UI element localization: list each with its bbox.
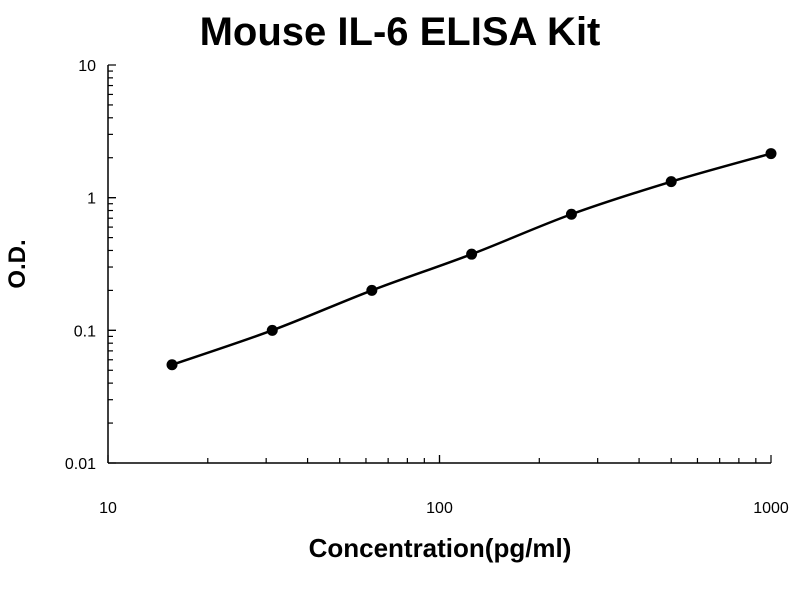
x-tick-label: 1000 [753,500,789,517]
y-tick-label: 0.01 [65,456,96,473]
x-tick-label: 100 [426,500,453,517]
y-tick-label: 0.1 [74,323,96,340]
y-tick-label: 1 [87,191,96,208]
data-point [166,359,178,371]
data-point [565,208,577,220]
series-layer [166,148,777,371]
data-point [366,284,378,296]
x-tick-label: 10 [99,500,117,517]
y-axis-label: O.D. [4,234,32,294]
tick-marks [107,64,772,464]
chart-title: Mouse IL-6 ELISA Kit [199,10,601,54]
axes [107,65,771,464]
data-point [466,248,478,260]
y-tick-label: 10 [78,58,96,75]
data-point [765,148,777,160]
data-point [665,176,677,188]
tick-labels: 10 100 1000 0.01 0.1 1 10 [65,58,789,517]
data-point [266,324,278,336]
y-axis-label-text: O.D. [4,239,31,289]
